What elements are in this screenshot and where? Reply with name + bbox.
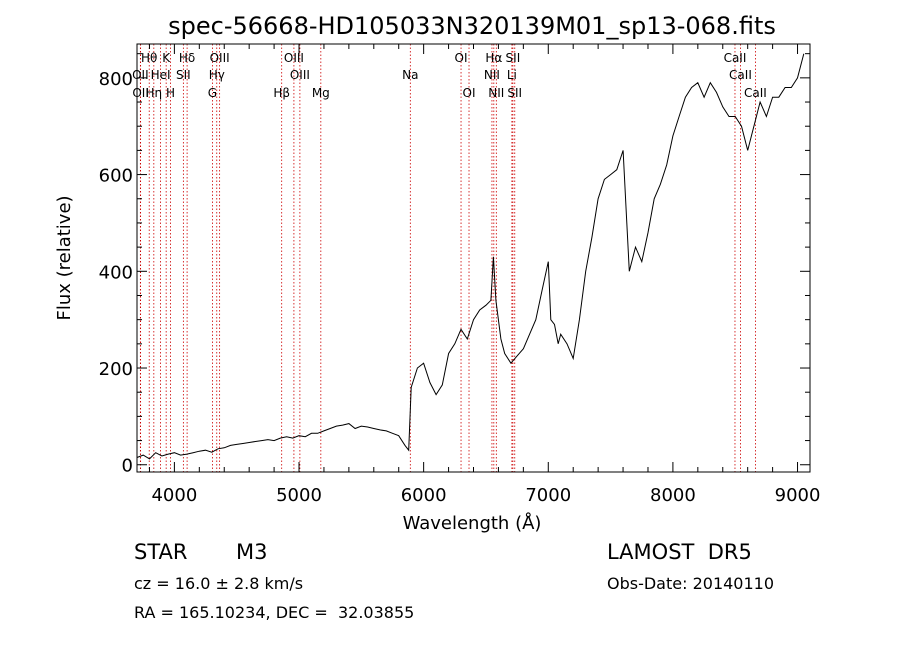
line-markers (139, 44, 756, 472)
line-marker-label: CaII (729, 68, 752, 82)
y-tick-label: 200 (99, 359, 133, 380)
line-marker-label: NII (484, 68, 500, 82)
line-marker-label: CaII (744, 86, 767, 100)
y-tick-label: 0 (122, 456, 133, 477)
line-marker-label: Hβ (273, 86, 290, 100)
line-marker-label: Hγ (209, 68, 225, 82)
y-axis-label: Flux (relative) (54, 195, 75, 320)
line-marker-label: Hα (485, 51, 502, 65)
line-marker-label: HeI (151, 68, 171, 82)
line-marker-label: Mg (312, 86, 330, 100)
line-marker-label: OII (132, 86, 149, 100)
line-marker-label: Na (402, 68, 418, 82)
x-tick-label: 8000 (650, 485, 696, 506)
y-tick-label: 800 (99, 69, 133, 90)
object-class: STAR (134, 540, 188, 564)
line-marker-label: OIII (290, 68, 310, 82)
line-marker-label: OI (463, 86, 476, 100)
object-subclass: M3 (236, 540, 268, 564)
line-marker-label: Hθ (141, 51, 157, 65)
line-marker-label: K (162, 51, 171, 65)
y-axis-ticks: 0 200 400 600 800 (99, 53, 810, 477)
line-marker-label: Li (507, 68, 517, 82)
x-tick-label: 4000 (151, 485, 197, 506)
line-marker-label: H (166, 86, 175, 100)
y-tick-label: 600 (99, 166, 133, 187)
x-axis-label: Wavelength (Å) (403, 512, 542, 534)
line-marker-label: OII (132, 68, 149, 82)
x-tick-label: 7000 (525, 485, 571, 506)
plot-frame (136, 43, 811, 473)
x-tick-label: 5000 (276, 485, 322, 506)
line-marker-label: OI (455, 51, 468, 65)
x-tick-label: 6000 (401, 485, 447, 506)
line-marker-label: SII (506, 51, 521, 65)
line-marker-label: NII (488, 86, 504, 100)
x-tick-label: 9000 (775, 485, 821, 506)
line-marker-label: OIII (210, 51, 230, 65)
line-marker-label: SII (507, 86, 522, 100)
line-marker-label: Hη (146, 86, 163, 100)
redshift-velocity: cz = 16.0 ± 2.8 km/s (134, 574, 304, 593)
line-marker-label: CaII (724, 51, 747, 65)
line-marker-label: G (208, 86, 217, 100)
line-marker-label: Hδ (179, 51, 195, 65)
spectrum-line (136, 53, 805, 460)
chart-title: spec-56668-HD105033N320139M01_sp13-068.f… (168, 12, 776, 40)
y-tick-label: 400 (99, 262, 133, 283)
survey-name: LAMOST DR5 (607, 540, 752, 564)
line-marker-label: SII (176, 68, 191, 82)
x-axis-ticks: 4000 5000 6000 7000 8000 9000 (148, 44, 821, 506)
coordinates: RA = 165.10234, DEC = 32.03855 (134, 603, 415, 622)
line-marker-label: OIII (284, 51, 304, 65)
observation-date: Obs-Date: 20140110 (607, 574, 775, 593)
